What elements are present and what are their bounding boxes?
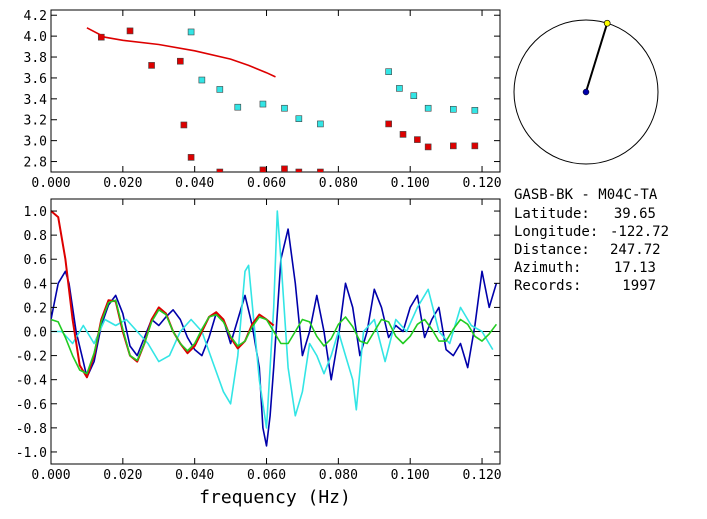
bottom-x-tick-label: 0.120 bbox=[462, 468, 501, 483]
top-y-tick-label: 4.0 bbox=[24, 30, 47, 45]
dispersion-point-red bbox=[259, 166, 267, 172]
top-plot-frame bbox=[50, 9, 501, 173]
dispersion-point-red bbox=[177, 57, 184, 65]
info-value: -122.72 bbox=[610, 224, 670, 240]
dispersion-point-cyan bbox=[295, 115, 303, 122]
dispersion-scatter-panel: 0.000 0.020 0.040 0.060 0.080 0.100 0.120 2.8 3.… bbox=[24, 9, 502, 191]
top-y-tick-label: 3.2 bbox=[24, 114, 47, 129]
bottom-y-tick-label: 0.8 bbox=[24, 229, 47, 244]
top-y-tick-label: 3.0 bbox=[24, 135, 47, 150]
x-axis-title: frequency (Hz) bbox=[199, 487, 351, 508]
azimuth-tip-dot bbox=[603, 19, 611, 27]
dispersion-point-cyan bbox=[198, 76, 206, 84]
dispersion-point-cyan bbox=[234, 103, 242, 111]
azimuth-circle bbox=[513, 19, 659, 165]
azimuth-dial bbox=[513, 19, 659, 165]
bottom-x-tick-label: 0.040 bbox=[175, 468, 214, 483]
bottom-x-tick-label: 0.060 bbox=[247, 468, 286, 483]
top-x-tick-label: 0.020 bbox=[103, 176, 142, 191]
dispersion-curve-red bbox=[86, 27, 276, 78]
dispersion-point-red bbox=[450, 142, 457, 150]
dispersion-point-red bbox=[148, 62, 155, 69]
correlation-series-green bbox=[51, 299, 498, 375]
info-value: 39.65 bbox=[613, 206, 656, 222]
bottom-y-tick-label: -0.4 bbox=[16, 374, 47, 389]
top-y-tick-label: 2.8 bbox=[24, 156, 47, 171]
top-x-tick-label: 0.000 bbox=[31, 176, 70, 191]
dispersion-point-red bbox=[399, 131, 407, 138]
info-label: Records: bbox=[514, 278, 582, 294]
station-info-panel: GASB-BK - M04C-TA Latitude: 39.65 Longitu… bbox=[514, 186, 704, 295]
bottom-x-tick-label: 0.080 bbox=[319, 468, 358, 483]
dispersion-point-cyan bbox=[424, 104, 432, 112]
bottom-y-tick-label: -0.2 bbox=[16, 350, 47, 365]
bottom-y-tick-label: 0.0 bbox=[24, 326, 47, 341]
bottom-y-tick-label: 0.6 bbox=[24, 253, 47, 268]
dispersion-point-red bbox=[126, 27, 134, 35]
dispersion-point-cyan bbox=[187, 28, 195, 36]
info-row-latitude: Latitude: 39.65 bbox=[514, 205, 704, 223]
bottom-y-tick-label: 0.2 bbox=[24, 301, 47, 316]
bottom-y-tick-label: -0.8 bbox=[16, 422, 47, 437]
correlation-line-panel: 0.000 0.020 0.040 0.060 0.080 0.100 0.120 -1.0 -… bbox=[16, 198, 502, 508]
info-value: 17.13 bbox=[613, 260, 656, 276]
dispersion-point-red bbox=[385, 120, 392, 128]
dispersion-point-red bbox=[281, 165, 288, 172]
bottom-y-tick-label: 1.0 bbox=[24, 205, 47, 220]
info-row-distance: Distance: 247.72 bbox=[514, 241, 704, 259]
dispersion-point-red bbox=[295, 168, 303, 172]
info-row-longitude: Longitude: -122.72 bbox=[514, 223, 704, 241]
correlation-series-red bbox=[51, 210, 275, 379]
bottom-y-tick-label: -0.6 bbox=[16, 398, 47, 413]
dispersion-point-red bbox=[216, 168, 224, 172]
info-label: Azimuth: bbox=[514, 260, 582, 276]
top-x-tick-label: 0.100 bbox=[391, 176, 430, 191]
bottom-y-tick-label: 0.4 bbox=[24, 277, 48, 292]
dispersion-point-cyan bbox=[216, 86, 224, 93]
dispersion-point-cyan bbox=[385, 68, 392, 75]
top-x-tick-label: 0.120 bbox=[462, 176, 501, 191]
dispersion-point-cyan bbox=[450, 105, 457, 113]
info-label: Latitude: bbox=[514, 206, 590, 222]
azimuth-needle bbox=[585, 22, 609, 93]
dispersion-point-red bbox=[414, 136, 421, 143]
dispersion-point-red bbox=[424, 143, 432, 151]
bottom-x-tick-label: 0.000 bbox=[31, 468, 70, 483]
info-label: Distance: bbox=[514, 242, 590, 258]
bottom-x-tick-label: 0.020 bbox=[103, 468, 142, 483]
dispersion-point-cyan bbox=[396, 85, 403, 92]
bottom-x-tick-label: 0.100 bbox=[391, 468, 430, 483]
top-x-tick-label: 0.080 bbox=[319, 176, 358, 191]
info-label: Longitude: bbox=[514, 224, 599, 240]
dispersion-point-cyan bbox=[471, 107, 479, 114]
top-x-tick-label: 0.040 bbox=[175, 176, 214, 191]
correlation-series-cyan bbox=[51, 210, 494, 429]
top-y-tick-label: 3.8 bbox=[24, 51, 47, 66]
top-y-tick-label: 3.4 bbox=[24, 93, 48, 108]
info-value: 247.72 bbox=[610, 242, 661, 258]
dispersion-point-red bbox=[187, 154, 195, 161]
dispersion-point-cyan bbox=[410, 92, 418, 100]
info-value: 1997 bbox=[622, 278, 656, 294]
azimuth-center-dot bbox=[582, 88, 590, 96]
dispersion-point-red bbox=[317, 168, 324, 172]
dispersion-point-red bbox=[471, 142, 479, 150]
top-x-tick-label: 0.060 bbox=[247, 176, 286, 191]
info-row-azimuth: Azimuth: 17.13 bbox=[514, 259, 704, 277]
top-y-tick-label: 4.2 bbox=[24, 9, 47, 24]
dispersion-point-red bbox=[180, 121, 188, 129]
top-y-tick-label: 3.6 bbox=[24, 72, 47, 87]
dispersion-point-cyan bbox=[317, 120, 324, 128]
dispersion-point-cyan bbox=[259, 100, 267, 108]
station-pair-label: GASB-BK - M04C-TA bbox=[514, 187, 658, 203]
dispersion-point-cyan bbox=[281, 104, 288, 112]
bottom-y-tick-label: -1.0 bbox=[16, 446, 47, 461]
info-row-records: Records: 1997 bbox=[514, 277, 704, 295]
correlation-series-blue bbox=[51, 228, 498, 447]
